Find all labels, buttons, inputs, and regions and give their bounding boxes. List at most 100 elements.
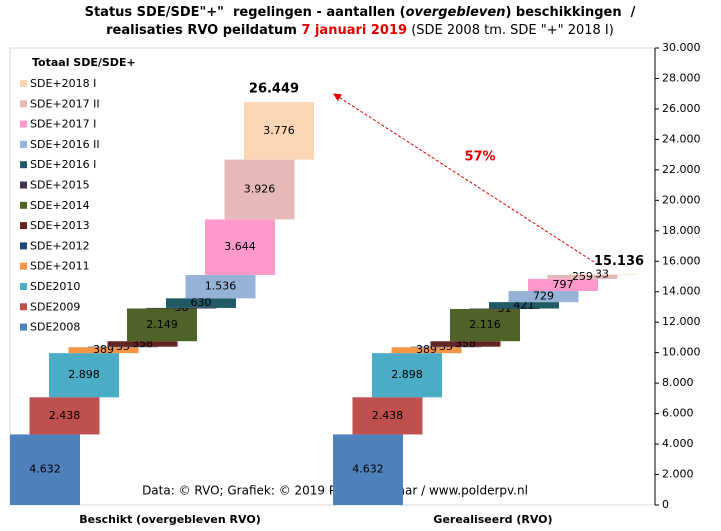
value-label: 2.898 [391,368,423,381]
legend-swatch [20,161,27,169]
ratio-arrow [333,93,595,263]
value-label: 797 [553,278,574,291]
legend-swatch [20,262,27,270]
total-label: 15.136 [594,254,644,269]
value-label: 2.149 [146,318,178,331]
chart-title: realisaties RVO peildatum 7 januari 2019… [106,23,614,38]
value-label: 3.926 [244,183,276,196]
legend-label: SDE+2018 I [30,77,96,90]
bar-segment [567,274,637,275]
title-part: overgebleven [406,5,506,20]
bar-segment [489,302,559,309]
legend-label: SDE+2011 [30,260,90,273]
y-tick-label: 12.000 [662,315,701,328]
value-label: 729 [533,290,554,303]
legend-swatch [20,80,27,87]
title-part: ) beschikkingen / [505,5,635,20]
chart-title: Status SDE/SDE"+" regelingen - aantallen… [85,5,636,20]
bar-segment [450,309,520,342]
legend-swatch [20,140,27,148]
legend-swatch [20,181,27,189]
legend-label: SDE2009 [30,300,80,313]
value-label: 2.438 [49,409,81,422]
legend-label: SDE+2017 II [30,97,100,110]
legend-label: SDE+2016 I [30,158,96,171]
legend-label: SDE2010 [30,280,80,293]
legend-label: SDE+2013 [30,219,90,232]
y-tick-label: 20.000 [662,193,701,206]
x-tick-label: Beschikt (overgebleven RVO) [79,513,260,526]
y-tick-label: 24.000 [662,132,701,145]
y-tick-label: 8.000 [662,376,694,389]
bar-segment [146,307,217,309]
value-label: 2.898 [68,368,100,381]
bar-segment [49,353,119,398]
legend-title: Totaal SDE/SDE+ [32,56,136,69]
legend-swatch [20,323,27,331]
value-label: 1.536 [205,280,237,293]
y-tick-label: 2.000 [662,468,694,481]
legend-swatch [20,222,27,230]
bar-segment [224,159,295,220]
y-tick-label: 18.000 [662,224,701,237]
title-part: Status SDE/SDE"+" regelingen - aantallen… [85,5,406,20]
legend-label: SDE+2016 II [30,138,100,151]
y-tick-label: 28.000 [662,71,701,84]
bar-segment [127,308,197,342]
bar-segment [29,397,100,435]
x-tick-label: Gerealiseerd (RVO) [433,513,552,526]
bar-segment [68,347,139,354]
ratio-annotation: 57% [464,150,495,165]
bar-segment [205,219,275,275]
total-label: 26.449 [249,82,299,97]
title-part: (SDE 2008 tm. SDE "+" 2018 I) [407,23,614,38]
value-label: 3.776 [263,124,295,137]
legend-swatch [20,100,27,108]
bar-segment [244,102,314,160]
legend-label: SDE+2017 I [30,118,96,131]
bar-segment [88,346,158,348]
y-tick-label: 4.000 [662,437,694,450]
value-label: 4.632 [352,463,384,476]
y-tick-label: 26.000 [662,102,701,115]
legend-swatch [20,303,27,311]
bar-segment [333,434,403,505]
bar-segment [352,397,423,435]
legend-swatch [20,283,27,290]
y-tick-label: 0 [662,498,669,511]
value-label: 3.644 [224,240,256,253]
y-tick-label: 10.000 [662,346,701,359]
y-tick-label: 6.000 [662,407,694,420]
value-label: 2.438 [372,409,404,422]
bar-segment [508,291,579,303]
value-label: 259 [572,270,593,283]
y-tick-label: 16.000 [662,254,701,267]
bar-segment [547,274,618,279]
legend-label: SDE2008 [30,321,80,334]
value-label: 4.632 [29,463,61,476]
bar-segment [469,308,540,310]
y-tick-label: 30.000 [662,41,701,54]
value-label: 2.116 [469,318,501,331]
bar-segment [411,346,481,348]
legend-swatch [20,242,27,250]
legend-label: SDE+2014 [30,199,90,212]
value-label: 33 [595,268,609,281]
bar-segment [430,341,501,347]
legend-swatch [20,201,27,209]
bar-segment [10,434,80,505]
y-tick-label: 22.000 [662,163,701,176]
bar-segment [391,347,462,354]
bar-segment [372,353,442,398]
bar-segment [166,298,236,308]
value-label: 630 [191,296,212,309]
bar-segment [185,274,256,299]
legend-label: SDE+2012 [30,239,90,252]
bar-segment [107,341,178,347]
legend-label: SDE+2015 [30,179,90,192]
bar-segment [528,278,598,292]
title-part: 7 januari 2019 [301,23,407,38]
legend-swatch [20,120,27,128]
title-part: realisaties RVO peildatum [106,23,301,38]
